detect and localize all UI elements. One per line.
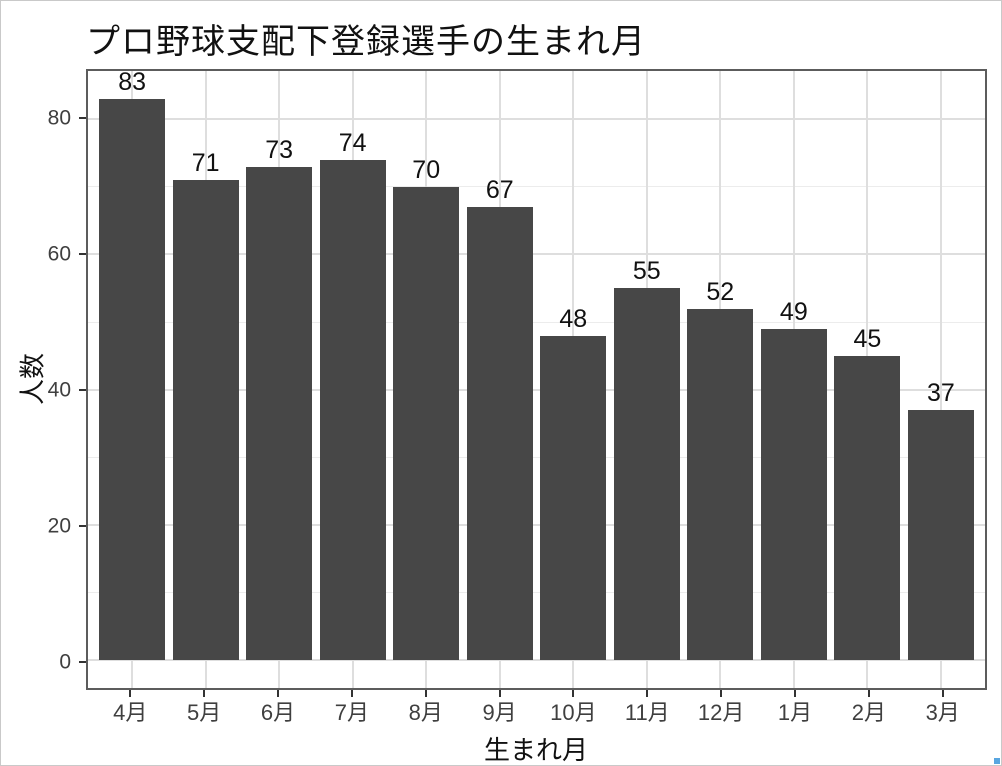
gridline-vertical-major <box>939 71 942 688</box>
x-tick-label: 10月 <box>550 700 597 725</box>
bar-value-label: 55 <box>632 257 661 286</box>
x-tick-label: 7月 <box>334 700 369 725</box>
bar-value-label: 49 <box>779 297 808 326</box>
bar-value-label: 71 <box>191 149 220 178</box>
y-axis: 0 20 40 60 80 <box>1 69 86 690</box>
y-tick-mark <box>79 524 86 527</box>
y-tick-label: 20 <box>47 514 71 538</box>
x-tick-label: 9月 <box>482 700 517 725</box>
bar <box>760 328 827 660</box>
x-tick-mark <box>277 690 280 697</box>
x-tick-label: 12月 <box>697 700 745 725</box>
y-tick-label: 0 <box>59 650 71 674</box>
x-tick-mark <box>941 690 944 697</box>
bar <box>540 335 607 660</box>
bar <box>834 355 901 660</box>
x-tick-mark <box>720 690 723 697</box>
x-tick-mark <box>203 690 206 697</box>
x-tick-label: 11月 <box>624 700 670 725</box>
x-tick-mark <box>793 690 796 697</box>
y-tick-label: 40 <box>47 378 71 402</box>
x-tick-label: 8月 <box>408 700 443 725</box>
x-tick-label: 2月 <box>851 700 886 725</box>
plot-panel: 83 71 73 74 70 67 48 55 52 49 45 37 <box>86 69 987 690</box>
bar <box>907 409 974 660</box>
bar-value-label: 83 <box>118 68 147 97</box>
x-tick-label: 1月 <box>777 700 813 725</box>
x-tick-mark <box>498 690 501 697</box>
y-tick-mark <box>79 116 86 119</box>
y-tick-label: 80 <box>47 106 71 130</box>
y-axis-title: 人数 <box>17 352 48 406</box>
gridline-minor <box>88 456 985 458</box>
y-tick-mark <box>79 388 86 391</box>
bar <box>393 186 460 660</box>
bar <box>246 166 313 660</box>
x-tick-label: 6月 <box>260 700 296 725</box>
gridline-minor <box>88 186 985 188</box>
bar <box>172 180 239 660</box>
x-tick-mark <box>350 690 353 697</box>
bar-value-label: 37 <box>926 378 955 407</box>
gridline-major <box>88 253 985 256</box>
x-tick-mark <box>129 690 132 697</box>
bar-value-label: 48 <box>559 304 588 333</box>
gridline-minor <box>88 591 985 593</box>
bar <box>613 288 680 660</box>
x-tick-label: 4月 <box>113 700 148 725</box>
gridline-major <box>88 388 985 391</box>
x-axis-title: 生まれ月 <box>483 735 589 765</box>
bar-value-label: 67 <box>485 176 514 205</box>
chart-title: プロ野球支配下登録選手の生まれ月 <box>86 23 646 61</box>
x-tick-mark <box>646 690 649 697</box>
x-tick-label: 3月 <box>925 700 960 725</box>
y-tick-mark <box>79 660 86 663</box>
x-axis: 4月 5月 6月 7月 8月 9月 10月 11月 12月 1月 2月 3月 <box>86 690 987 730</box>
y-tick-label: 60 <box>47 242 71 266</box>
bar-value-label: 73 <box>265 135 294 164</box>
y-tick-mark <box>79 252 86 255</box>
gridline-minor <box>88 321 985 323</box>
bar <box>99 99 166 660</box>
gridline-major <box>88 523 985 526</box>
x-tick-mark <box>572 690 575 697</box>
bar-value-label: 45 <box>853 324 882 353</box>
bar-value-label: 52 <box>706 277 735 306</box>
x-tick-mark <box>424 690 427 697</box>
selection-handle-artifact[interactable] <box>994 758 1000 764</box>
x-tick-mark <box>867 690 870 697</box>
bar <box>319 159 386 660</box>
bar-value-label: 74 <box>338 128 367 157</box>
bar <box>466 207 533 660</box>
bar <box>687 308 754 660</box>
x-tick-label: 5月 <box>187 700 222 725</box>
gridline-major <box>88 658 985 661</box>
gridline-major <box>88 118 985 121</box>
bar-value-label: 70 <box>412 155 441 184</box>
